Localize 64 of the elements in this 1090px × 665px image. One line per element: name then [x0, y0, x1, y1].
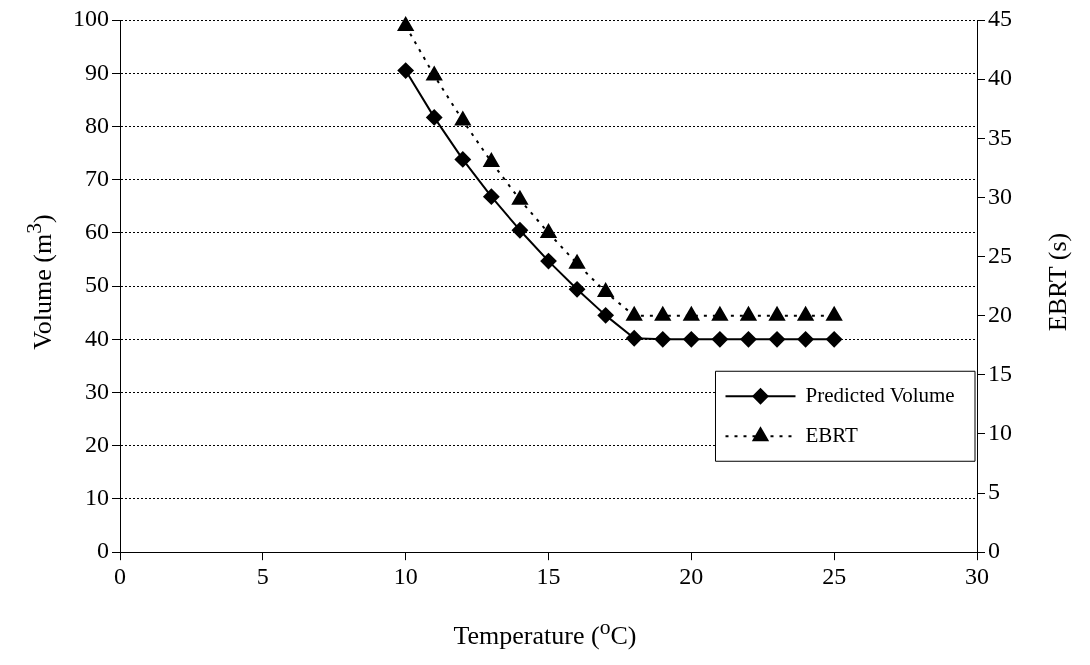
- point: [797, 331, 814, 348]
- legend-label: Predicted Volume: [805, 382, 955, 407]
- x-tick-label: 25: [822, 562, 847, 589]
- y2-tick-label: 25: [988, 241, 1012, 268]
- point: [626, 330, 643, 347]
- y2-tick-label: 0: [988, 537, 1000, 564]
- point: [626, 306, 643, 321]
- point: [769, 306, 785, 321]
- point: [540, 223, 557, 238]
- point: [426, 66, 443, 81]
- point: [654, 331, 671, 348]
- point: [740, 306, 757, 321]
- point: [540, 253, 557, 270]
- point: [511, 222, 528, 239]
- point: [654, 306, 671, 321]
- x-tick-label: 30: [965, 562, 989, 589]
- y-tick-label: 100: [73, 5, 109, 32]
- point: [426, 109, 443, 126]
- y2-tick-label: 40: [988, 64, 1012, 91]
- point: [740, 331, 757, 348]
- point: [397, 62, 414, 79]
- y2-tick-label: 5: [988, 478, 1000, 505]
- point: [569, 254, 585, 269]
- point: [797, 306, 814, 321]
- y-tick-label: 70: [85, 164, 109, 191]
- y-tick-label: 30: [85, 377, 109, 404]
- y-tick-label: 0: [97, 537, 109, 564]
- x-tick-label: 0: [114, 562, 126, 589]
- point: [826, 331, 843, 348]
- y-tick-label: 20: [85, 431, 109, 458]
- y2-tick-label: 30: [988, 182, 1012, 209]
- y-tick-label: 10: [85, 484, 109, 511]
- point: [597, 283, 614, 298]
- point: [454, 111, 471, 126]
- point: [711, 331, 728, 348]
- point: [683, 331, 700, 348]
- point: [711, 306, 728, 321]
- point: [397, 16, 414, 31]
- x-tick-label: 15: [536, 562, 561, 589]
- y-tick-label: 80: [85, 111, 109, 138]
- point: [569, 281, 586, 298]
- x-tick-label: 20: [679, 562, 704, 589]
- y-tick-label: 40: [85, 324, 109, 351]
- y2-tick-label: 20: [988, 300, 1012, 327]
- point: [597, 307, 614, 324]
- y2-axis-title: EBRT (s): [1043, 232, 1073, 332]
- x-tick-label: 10: [393, 562, 418, 589]
- legend-label: EBRT: [805, 422, 859, 447]
- point: [826, 306, 843, 321]
- y-tick-label: 90: [85, 58, 109, 85]
- point: [512, 190, 528, 205]
- point: [483, 152, 500, 167]
- y2-tick-label: 10: [988, 419, 1012, 446]
- point: [454, 151, 471, 168]
- x-tick-label: 5: [256, 562, 269, 589]
- y2-tick-label: 15: [988, 360, 1012, 387]
- y2-tick-label: 45: [988, 5, 1012, 32]
- point: [769, 331, 786, 348]
- point: [683, 306, 700, 321]
- point: [483, 188, 500, 205]
- x-axis-title: Temperature ($^{o}$C): [452, 615, 638, 651]
- y-tick-label: 50: [85, 271, 109, 298]
- y-tick-label: 60: [85, 218, 109, 245]
- y2-tick-label: 35: [988, 123, 1012, 150]
